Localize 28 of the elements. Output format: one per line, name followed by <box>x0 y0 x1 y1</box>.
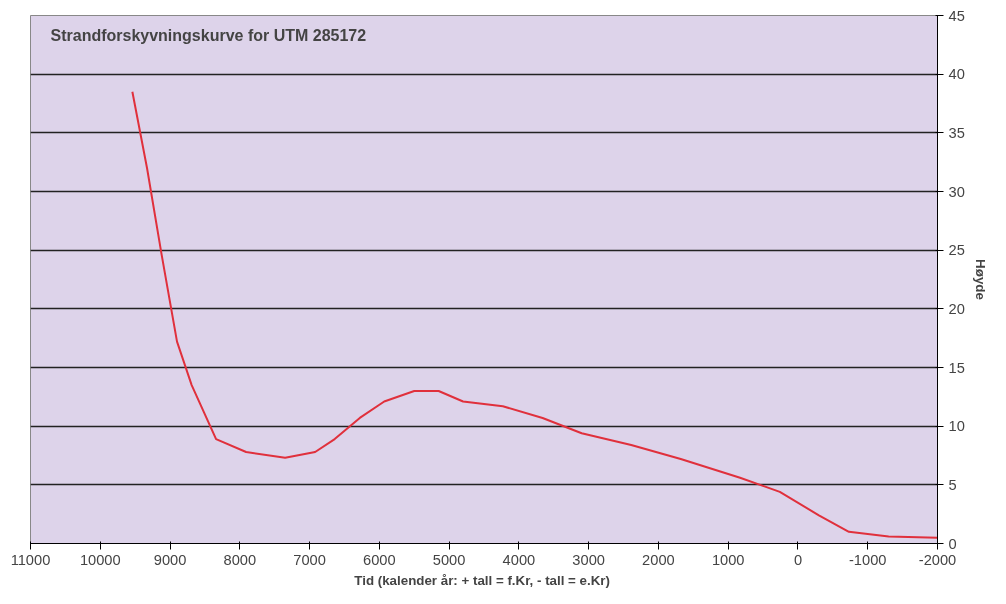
x-tick-label: 9000 <box>153 551 187 568</box>
y-tick-label: 5 <box>948 476 957 493</box>
y-tick-label: 35 <box>948 124 965 141</box>
x-tick-label: 11000 <box>10 551 51 568</box>
y-tick-label: 20 <box>948 300 965 317</box>
y-tick-label: 40 <box>948 66 965 83</box>
y-tick-label: 45 <box>948 7 965 24</box>
y-tick-label: 25 <box>948 242 965 259</box>
x-tick-label: 7000 <box>293 551 326 568</box>
text: Strandforskyvningskurve for UTM 285172 <box>50 26 367 44</box>
x-tick-label: 8000 <box>223 551 257 568</box>
line-series <box>131 90 938 539</box>
y-tick-label: 15 <box>948 359 965 376</box>
x-tick-label: -1000 <box>848 551 887 568</box>
y-tick-label: 30 <box>948 183 965 200</box>
x-tick-label: -2000 <box>918 551 957 568</box>
x-tick-label: 3000 <box>572 551 605 568</box>
x-tick-label: 10000 <box>79 551 121 568</box>
x-tick-label: 6000 <box>363 551 396 568</box>
y-axis-title: Høyde <box>972 259 988 300</box>
y-tick-label: 10 <box>948 418 965 435</box>
y-tick-label: 0 <box>948 535 957 552</box>
x-tick-label: 1000 <box>711 551 745 568</box>
x-tick-label: 4000 <box>502 551 536 568</box>
x-tick-label: 5000 <box>432 551 466 568</box>
x-tick-label: 2000 <box>642 551 675 568</box>
x-tick-label: 0 <box>793 551 803 568</box>
x-axis-title: Tid (kalender år: + tall = f.Kr, - tall = e.Kr) <box>354 572 610 588</box>
